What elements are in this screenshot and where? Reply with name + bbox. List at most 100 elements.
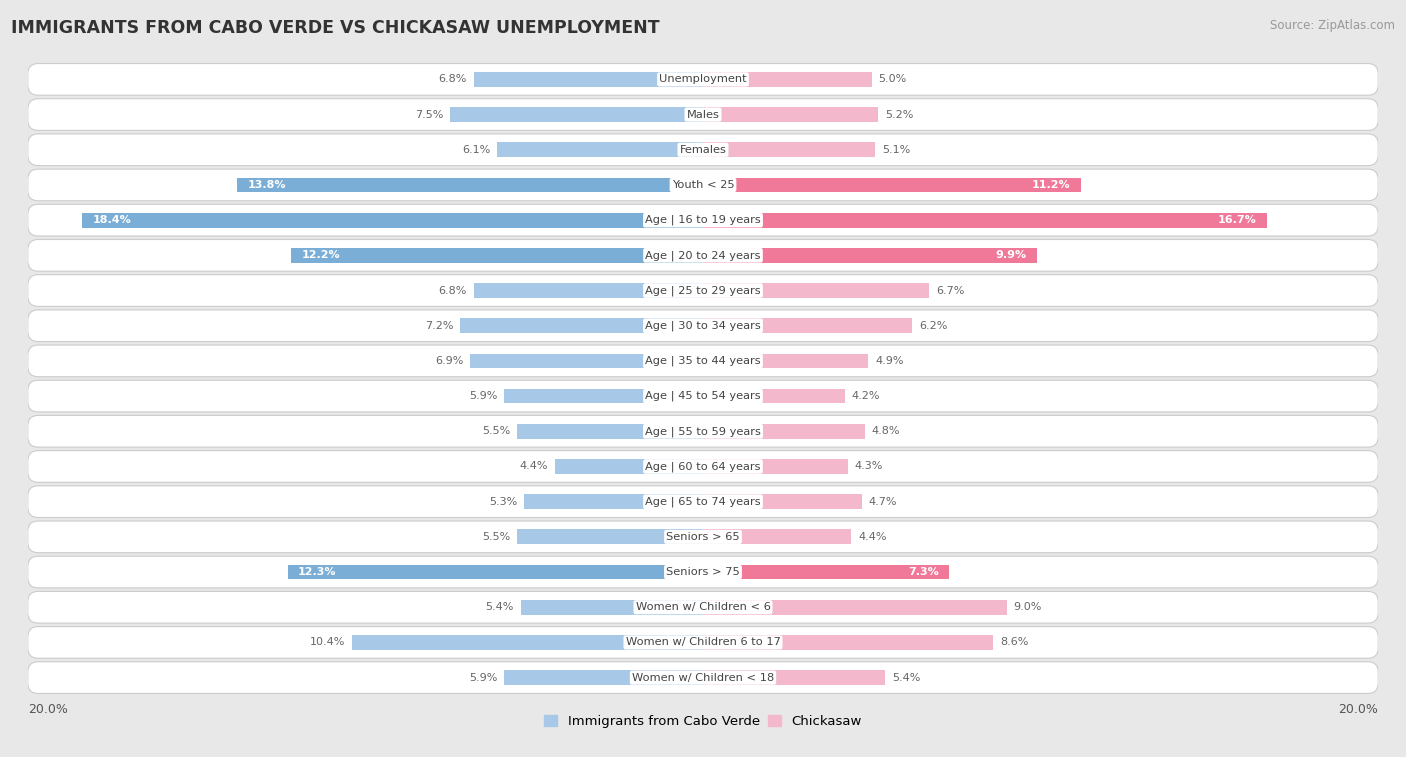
- Bar: [703, 72, 872, 87]
- Bar: [503, 670, 703, 685]
- Text: Seniors > 65: Seniors > 65: [666, 532, 740, 542]
- Bar: [554, 459, 703, 474]
- Text: Age | 45 to 54 years: Age | 45 to 54 years: [645, 391, 761, 401]
- Text: 11.2%: 11.2%: [1032, 180, 1071, 190]
- Text: Age | 60 to 64 years: Age | 60 to 64 years: [645, 461, 761, 472]
- Text: 4.4%: 4.4%: [858, 532, 887, 542]
- Text: 10.4%: 10.4%: [309, 637, 346, 647]
- FancyBboxPatch shape: [28, 134, 1378, 166]
- Text: Females: Females: [679, 145, 727, 154]
- Text: Age | 55 to 59 years: Age | 55 to 59 years: [645, 426, 761, 437]
- Bar: [517, 424, 703, 438]
- Text: 12.2%: 12.2%: [301, 251, 340, 260]
- Text: 5.5%: 5.5%: [482, 426, 510, 436]
- Text: 12.3%: 12.3%: [298, 567, 336, 577]
- Bar: [291, 248, 703, 263]
- Legend: Immigrants from Cabo Verde, Chickasaw: Immigrants from Cabo Verde, Chickasaw: [538, 709, 868, 734]
- Text: 4.4%: 4.4%: [519, 462, 548, 472]
- Bar: [703, 107, 879, 122]
- FancyBboxPatch shape: [28, 450, 1378, 482]
- Bar: [474, 72, 703, 87]
- Bar: [703, 178, 1081, 192]
- Bar: [703, 388, 845, 403]
- Bar: [352, 635, 703, 650]
- Text: 20.0%: 20.0%: [28, 703, 67, 716]
- Bar: [503, 388, 703, 403]
- Bar: [517, 529, 703, 544]
- Bar: [474, 283, 703, 298]
- Text: 5.2%: 5.2%: [886, 110, 914, 120]
- Text: 4.3%: 4.3%: [855, 462, 883, 472]
- Text: 5.0%: 5.0%: [879, 74, 907, 84]
- Bar: [703, 283, 929, 298]
- Text: 6.1%: 6.1%: [463, 145, 491, 154]
- Bar: [524, 494, 703, 509]
- Text: 4.8%: 4.8%: [872, 426, 900, 436]
- Text: 5.9%: 5.9%: [468, 391, 498, 401]
- Text: 5.4%: 5.4%: [485, 603, 515, 612]
- Text: IMMIGRANTS FROM CABO VERDE VS CHICKASAW UNEMPLOYMENT: IMMIGRANTS FROM CABO VERDE VS CHICKASAW …: [11, 19, 659, 37]
- Text: 6.9%: 6.9%: [434, 356, 464, 366]
- Bar: [703, 670, 886, 685]
- Text: Age | 25 to 29 years: Age | 25 to 29 years: [645, 285, 761, 296]
- Bar: [450, 107, 703, 122]
- Text: 5.9%: 5.9%: [468, 673, 498, 683]
- Text: Age | 30 to 34 years: Age | 30 to 34 years: [645, 320, 761, 331]
- Bar: [238, 178, 703, 192]
- Bar: [288, 565, 703, 579]
- Text: 8.6%: 8.6%: [1000, 637, 1028, 647]
- Text: 5.3%: 5.3%: [489, 497, 517, 506]
- Text: 13.8%: 13.8%: [247, 180, 285, 190]
- Text: Seniors > 75: Seniors > 75: [666, 567, 740, 577]
- FancyBboxPatch shape: [28, 98, 1378, 130]
- Text: 9.0%: 9.0%: [1014, 603, 1042, 612]
- Text: Women w/ Children 6 to 17: Women w/ Children 6 to 17: [626, 637, 780, 647]
- FancyBboxPatch shape: [28, 416, 1378, 447]
- FancyBboxPatch shape: [28, 345, 1378, 377]
- Bar: [498, 142, 703, 157]
- Text: 6.7%: 6.7%: [936, 285, 965, 295]
- FancyBboxPatch shape: [28, 310, 1378, 341]
- Text: Age | 16 to 19 years: Age | 16 to 19 years: [645, 215, 761, 226]
- Bar: [703, 529, 852, 544]
- Text: 18.4%: 18.4%: [93, 215, 131, 225]
- Bar: [703, 319, 912, 333]
- Bar: [703, 494, 862, 509]
- Bar: [703, 565, 949, 579]
- Bar: [703, 354, 869, 369]
- Text: 6.8%: 6.8%: [439, 285, 467, 295]
- Bar: [703, 213, 1267, 228]
- Text: Age | 20 to 24 years: Age | 20 to 24 years: [645, 250, 761, 260]
- Text: Males: Males: [686, 110, 720, 120]
- Bar: [460, 319, 703, 333]
- FancyBboxPatch shape: [28, 64, 1378, 95]
- Text: 20.0%: 20.0%: [1339, 703, 1378, 716]
- FancyBboxPatch shape: [28, 521, 1378, 553]
- FancyBboxPatch shape: [28, 556, 1378, 588]
- Text: 7.5%: 7.5%: [415, 110, 443, 120]
- Text: Age | 35 to 44 years: Age | 35 to 44 years: [645, 356, 761, 366]
- Bar: [703, 600, 1007, 615]
- FancyBboxPatch shape: [28, 662, 1378, 693]
- Text: Age | 65 to 74 years: Age | 65 to 74 years: [645, 497, 761, 507]
- Bar: [703, 424, 865, 438]
- Bar: [703, 248, 1038, 263]
- Bar: [82, 213, 703, 228]
- Text: 6.8%: 6.8%: [439, 74, 467, 84]
- Text: 4.7%: 4.7%: [869, 497, 897, 506]
- Bar: [703, 635, 993, 650]
- Text: 16.7%: 16.7%: [1218, 215, 1257, 225]
- FancyBboxPatch shape: [28, 204, 1378, 236]
- Text: 5.4%: 5.4%: [891, 673, 921, 683]
- Text: 9.9%: 9.9%: [995, 251, 1026, 260]
- Text: 7.3%: 7.3%: [908, 567, 939, 577]
- Text: 4.2%: 4.2%: [852, 391, 880, 401]
- FancyBboxPatch shape: [28, 169, 1378, 201]
- FancyBboxPatch shape: [28, 239, 1378, 271]
- Bar: [470, 354, 703, 369]
- Text: Source: ZipAtlas.com: Source: ZipAtlas.com: [1270, 19, 1395, 32]
- Bar: [703, 459, 848, 474]
- Bar: [703, 142, 875, 157]
- Text: 4.9%: 4.9%: [875, 356, 904, 366]
- Text: 5.1%: 5.1%: [882, 145, 910, 154]
